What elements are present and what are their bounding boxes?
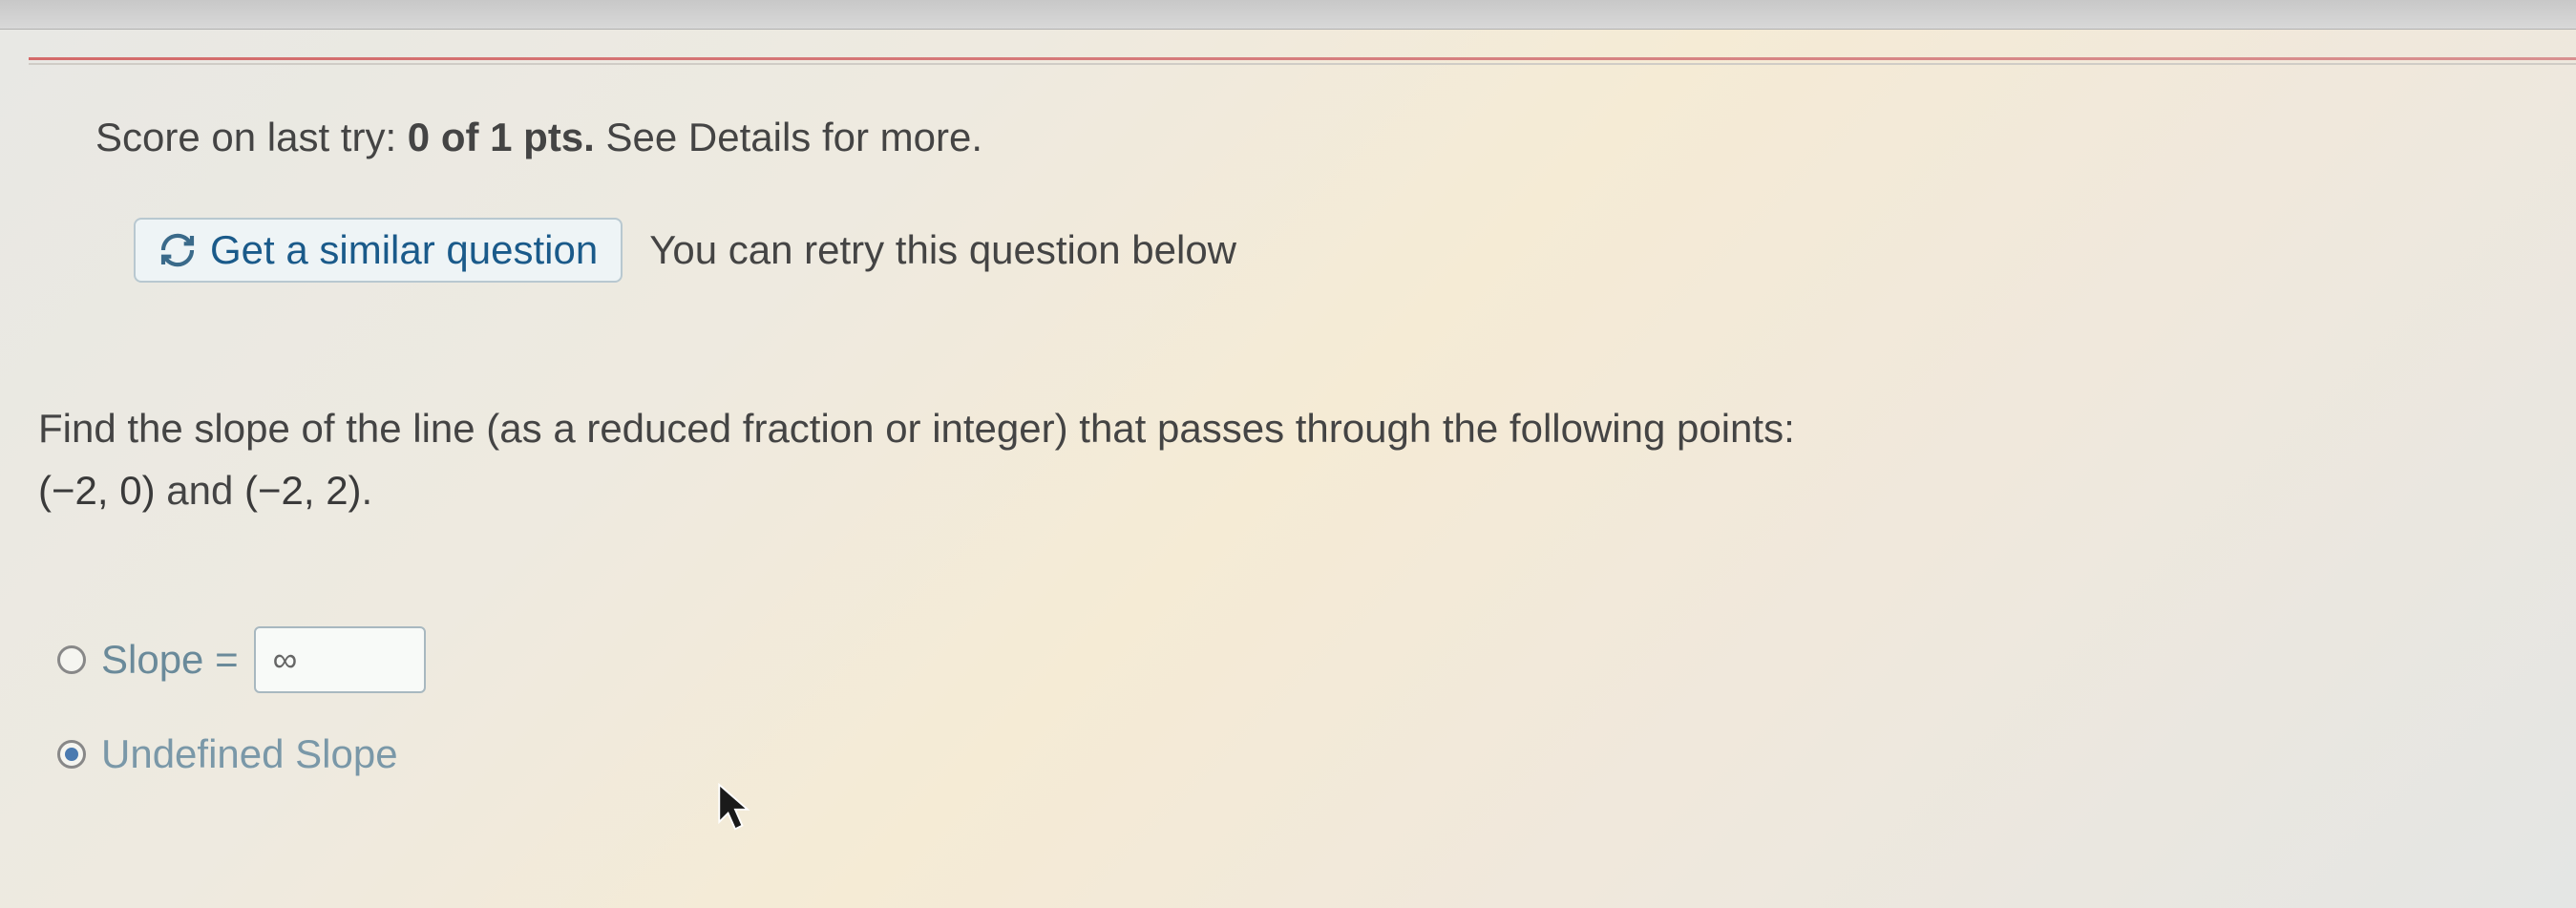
top-red-divider [29,57,2576,60]
point-connector: and [156,468,244,513]
slope-label: Slope = [101,637,239,683]
answer-option-undefined[interactable]: Undefined Slope [57,731,2519,777]
retry-row: Get a similar question You can retry thi… [134,218,2519,283]
question-content: Score on last try: 0 of 1 pts. See Detai… [95,115,2519,815]
radio-slope[interactable] [57,645,86,674]
retry-text: You can retry this question below [649,227,1236,273]
get-similar-question-button[interactable]: Get a similar question [134,218,623,283]
score-line: Score on last try: 0 of 1 pts. See Detai… [95,115,2519,160]
top-gray-divider [29,63,2576,65]
question-terminator: . [362,468,373,513]
score-prefix: Score on last try: [95,115,408,159]
score-value: 0 of 1 pts. [408,115,595,159]
radio-undefined[interactable] [57,740,86,769]
question-prompt: Find the slope of the line (as a reduced… [38,397,2519,521]
score-suffix: See Details for more. [595,115,982,159]
slope-input[interactable] [254,626,426,693]
answer-option-slope[interactable]: Slope = [57,626,2519,693]
retry-icon [158,231,197,269]
undefined-slope-label: Undefined Slope [101,731,398,777]
answer-section: Slope = Undefined Slope [57,626,2519,777]
similar-button-label: Get a similar question [210,227,598,273]
point-2: (−2, 2) [244,468,362,513]
question-prompt-text: Find the slope of the line (as a reduced… [38,406,1795,451]
point-1: (−2, 0) [38,468,156,513]
